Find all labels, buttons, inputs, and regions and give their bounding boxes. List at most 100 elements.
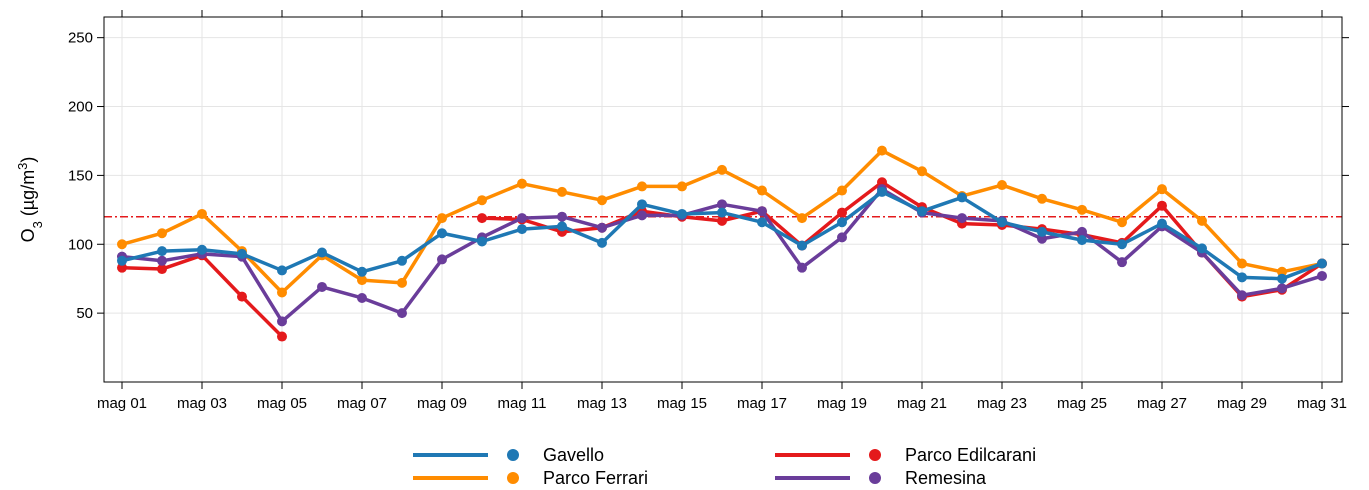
data-point-remesina: [517, 213, 527, 224]
data-point-parco-edilcarani: [157, 264, 167, 275]
data-point-remesina: [1037, 233, 1047, 244]
data-point-gavello: [717, 207, 727, 218]
data-point-parco-edilcarani: [117, 262, 127, 273]
data-point-remesina: [717, 199, 727, 210]
data-point-remesina: [557, 211, 567, 222]
data-point-gavello: [877, 186, 887, 197]
data-point-remesina: [157, 255, 167, 266]
data-point-parco-edilcarani: [877, 177, 887, 188]
plot-frame: [103, 16, 1343, 383]
data-point-remesina: [957, 213, 967, 224]
data-point-gavello: [757, 217, 767, 228]
data-point-parco-ferrari: [557, 186, 567, 197]
data-point-parco-ferrari: [1077, 204, 1087, 215]
data-point-remesina: [277, 316, 287, 327]
data-point-gavello: [437, 228, 447, 239]
data-point-gavello: [1157, 218, 1167, 229]
data-point-gavello: [397, 255, 407, 266]
x-tick-label: mag 27: [1137, 395, 1187, 412]
data-point-remesina: [397, 308, 407, 319]
data-point-parco-ferrari: [157, 228, 167, 239]
data-point-gavello: [997, 217, 1007, 228]
data-point-parco-ferrari: [877, 145, 887, 156]
legend-label: Gavello: [543, 445, 604, 465]
y-axis-label-sub: 3: [30, 221, 45, 228]
data-point-gavello: [1117, 239, 1127, 250]
data-point-gavello: [357, 266, 367, 277]
data-point-parco-edilcarani: [1157, 200, 1167, 211]
series-line-parco-edilcarani: [481, 180, 1323, 299]
data-point-parco-ferrari: [397, 277, 407, 288]
data-point-gavello: [277, 265, 287, 276]
legend: Gavello Parco Ferrari Parco Edilcarani Reme…: [413, 445, 1036, 488]
data-point-parco-ferrari: [1237, 258, 1247, 269]
y-axis-label-unit: (µg/m: [18, 170, 38, 221]
legend-label: Remesina: [905, 468, 987, 488]
data-point-remesina: [1277, 283, 1287, 294]
grid: [104, 17, 1342, 382]
y-axis-label-unit-close: ): [18, 157, 38, 163]
x-tick-label: mag 23: [977, 395, 1027, 412]
data-point-parco-ferrari: [637, 181, 647, 192]
y-axis-label: O3 (µg/m3): [15, 157, 45, 243]
data-point-gavello: [597, 237, 607, 248]
x-tick-label: mag 13: [577, 395, 627, 412]
series-layer: [117, 145, 1327, 342]
legend-marker: [507, 472, 519, 484]
data-point-remesina: [1317, 270, 1327, 281]
legend-marker: [507, 449, 519, 461]
data-point-parco-ferrari: [917, 166, 927, 177]
data-point-gavello: [1197, 243, 1207, 254]
legend-marker: [869, 472, 881, 484]
data-point-gavello: [317, 247, 327, 258]
data-point-remesina: [357, 292, 367, 303]
series-gavello: [117, 186, 1327, 284]
data-point-parco-ferrari: [1037, 193, 1047, 204]
x-tick-label: mag 29: [1217, 395, 1267, 412]
data-point-remesina: [1237, 290, 1247, 301]
data-point-parco-ferrari: [437, 213, 447, 224]
y-tick-label: 50: [76, 305, 93, 322]
data-point-parco-edilcarani: [477, 213, 487, 224]
data-point-gavello: [1277, 273, 1287, 284]
data-point-parco-edilcarani: [837, 207, 847, 218]
data-point-gavello: [1077, 235, 1087, 246]
axes: mag 01 mag 03 mag 05 mag 07 mag 09 mag 11 mag …: [68, 10, 1349, 412]
data-point-parco-ferrari: [197, 208, 207, 219]
data-point-parco-ferrari: [517, 178, 527, 189]
data-point-parco-ferrari: [1117, 217, 1127, 228]
data-point-remesina: [1077, 226, 1087, 237]
data-point-remesina: [1117, 257, 1127, 268]
data-point-parco-ferrari: [797, 213, 807, 224]
x-tick-label: mag 09: [417, 395, 467, 412]
x-tick-label: mag 25: [1057, 395, 1107, 412]
data-point-parco-ferrari: [117, 239, 127, 250]
legend-item-parco-edilcarani: Parco Edilcarani: [775, 445, 1036, 465]
data-point-parco-ferrari: [757, 185, 767, 196]
data-point-parco-edilcarani: [237, 291, 247, 302]
data-point-remesina: [797, 262, 807, 273]
data-point-gavello: [477, 236, 487, 247]
data-point-remesina: [437, 254, 447, 265]
data-point-parco-ferrari: [1197, 215, 1207, 226]
legend-label: Parco Edilcarani: [905, 445, 1036, 465]
data-point-remesina: [837, 232, 847, 243]
data-point-gavello: [1037, 226, 1047, 237]
data-point-parco-ferrari: [1157, 184, 1167, 195]
data-point-gavello: [957, 192, 967, 203]
x-tick-label: mag 21: [897, 395, 947, 412]
legend-item-parco-ferrari: Parco Ferrari: [413, 468, 648, 488]
x-tick-label: mag 15: [657, 395, 707, 412]
y-tick-label: 150: [68, 167, 93, 184]
data-point-gavello: [917, 206, 927, 217]
data-point-gavello: [637, 199, 647, 210]
data-point-parco-ferrari: [1277, 266, 1287, 277]
x-tick-label: mag 11: [498, 395, 547, 412]
data-point-parco-ferrari: [837, 185, 847, 196]
x-tick-label: mag 17: [737, 395, 787, 412]
data-point-gavello: [157, 246, 167, 257]
x-tick-label: mag 05: [257, 395, 307, 412]
y-axis-label-unit-sup: 3: [15, 163, 30, 170]
data-point-gavello: [1237, 272, 1247, 283]
